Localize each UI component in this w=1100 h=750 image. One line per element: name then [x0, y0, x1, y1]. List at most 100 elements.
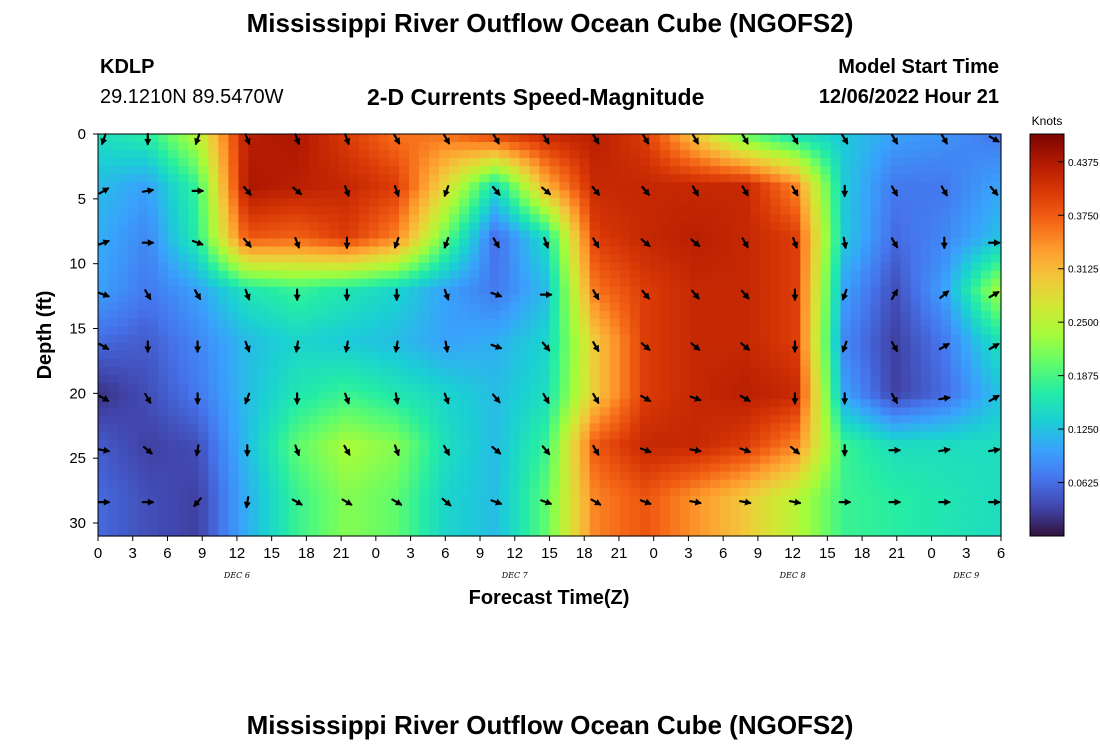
- heatmap-cell: [348, 150, 360, 159]
- heatmap-cell: [970, 399, 982, 408]
- heatmap-cell: [298, 286, 310, 296]
- heatmap-cell: [710, 246, 721, 256]
- heatmap-cell: [539, 222, 551, 232]
- heatmap-cell: [298, 503, 310, 513]
- heatmap-cell: [348, 335, 360, 344]
- heatmap-cell: [880, 326, 892, 336]
- heatmap-cell: [148, 294, 159, 304]
- heatmap-cell: [900, 254, 912, 264]
- heatmap-cell: [479, 222, 490, 232]
- heatmap-cell: [449, 399, 460, 408]
- heatmap-cell: [569, 471, 581, 481]
- heatmap-cell: [960, 375, 972, 384]
- x-tick-label: 12: [506, 545, 523, 562]
- heatmap-cell: [930, 423, 942, 433]
- heatmap-cell: [880, 471, 892, 481]
- heatmap-cell: [419, 182, 430, 191]
- heatmap-cell: [619, 238, 631, 248]
- heatmap-cell: [188, 415, 199, 425]
- current-arrow: [689, 395, 702, 402]
- heatmap-cell: [549, 254, 561, 264]
- heatmap-cell: [649, 238, 661, 248]
- heatmap-cell: [509, 351, 520, 360]
- x-tick-label: 21: [888, 545, 905, 562]
- heatmap-cell: [609, 527, 621, 537]
- heatmap-cell: [730, 302, 741, 312]
- heatmap-cell: [629, 142, 641, 151]
- heatmap-cell: [930, 166, 942, 175]
- heatmap-cell: [248, 286, 260, 296]
- heatmap-cell: [278, 166, 290, 175]
- heatmap-cell: [730, 423, 741, 433]
- heatmap-cell: [619, 439, 631, 449]
- heatmap-cell: [228, 286, 240, 296]
- heatmap-cell: [730, 206, 741, 215]
- current-arrow: [791, 133, 799, 145]
- heatmap-cell: [108, 463, 119, 473]
- heatmap-cell: [890, 503, 902, 513]
- heatmap-cell: [358, 359, 370, 368]
- current-arrow: [343, 236, 351, 250]
- heatmap-cell: [298, 447, 310, 457]
- current-arrow: [393, 392, 401, 405]
- heatmap-cell: [529, 455, 541, 465]
- current-arrow: [492, 237, 500, 249]
- heatmap-cell: [950, 335, 962, 344]
- heatmap-cell: [569, 399, 581, 408]
- heatmap-cell: [639, 214, 651, 224]
- heatmap-cell: [429, 238, 440, 248]
- heatmap-cell: [198, 134, 209, 143]
- heatmap-cell: [689, 359, 701, 368]
- heatmap-cell: [710, 367, 721, 376]
- heatmap-cell: [970, 519, 982, 529]
- heatmap-cell: [529, 359, 541, 368]
- heatmap-cell: [920, 471, 932, 481]
- heatmap-cell: [900, 471, 912, 481]
- heatmap-cell: [308, 310, 320, 320]
- heatmap-cell: [489, 262, 500, 272]
- heatmap-cell: [268, 343, 280, 352]
- heatmap-cell: [639, 286, 651, 296]
- heatmap-cell: [760, 142, 771, 151]
- heatmap-cell: [900, 166, 912, 175]
- heatmap-cell: [368, 278, 380, 288]
- heatmap-cell: [639, 391, 651, 400]
- heatmap-cell: [659, 310, 671, 320]
- heatmap-cell: [750, 270, 761, 280]
- heatmap-cell: [770, 182, 781, 191]
- heatmap-cell: [449, 190, 460, 199]
- heatmap-cell: [509, 447, 520, 457]
- heatmap-cell: [469, 246, 480, 256]
- heatmap-cell: [479, 326, 490, 336]
- heatmap-cell: [609, 343, 621, 352]
- heatmap-cell: [539, 150, 551, 159]
- heatmap-cell: [358, 310, 370, 320]
- heatmap-cell: [358, 166, 370, 175]
- heatmap-cell: [840, 150, 852, 159]
- heatmap-cell: [549, 182, 561, 191]
- heatmap-cell: [378, 335, 390, 344]
- heatmap-cell: [920, 527, 932, 537]
- heatmap-cell: [348, 407, 360, 416]
- heatmap-cell: [388, 415, 400, 425]
- heatmap-cell: [750, 134, 761, 143]
- heatmap-cell: [820, 519, 832, 529]
- heatmap-cell: [469, 351, 480, 360]
- heatmap-cell: [338, 527, 350, 537]
- x-tick-label: 3: [684, 545, 692, 562]
- heatmap-cell: [659, 150, 671, 159]
- heatmap-cell: [880, 246, 892, 256]
- heatmap-cell: [268, 407, 280, 416]
- heatmap-cell: [559, 134, 571, 143]
- heatmap-cell: [489, 302, 500, 312]
- heatmap-cell: [509, 206, 520, 215]
- heatmap-cell: [689, 294, 701, 304]
- heatmap-cell: [459, 302, 470, 312]
- heatmap-cell: [830, 407, 842, 416]
- heatmap-cell: [820, 351, 832, 360]
- heatmap-cell: [358, 407, 370, 416]
- heatmap-cell: [138, 222, 149, 232]
- heatmap-cell: [800, 166, 811, 175]
- heatmap-cell: [198, 375, 209, 384]
- heatmap-cell: [118, 455, 129, 465]
